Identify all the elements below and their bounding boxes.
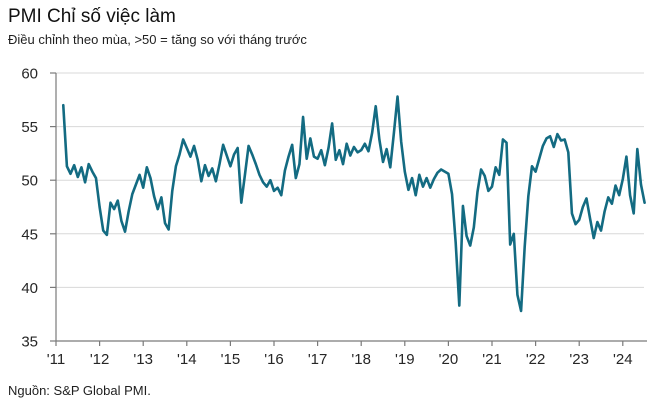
y-tick-label: 50	[21, 173, 38, 190]
chart-title: PMI Chỉ số việc làm	[8, 6, 176, 27]
chart-subtitle: Điều chỉnh theo mùa, >50 = tăng so với t…	[8, 32, 307, 47]
x-tick-label: '24	[613, 351, 633, 368]
y-tick-label: 55	[21, 119, 38, 136]
x-tick-label: '20	[439, 351, 459, 368]
x-tick-label: '13	[133, 351, 153, 368]
x-tick-label: '14	[177, 351, 197, 368]
x-tick-label: '15	[221, 351, 241, 368]
y-tick-label: 35	[21, 334, 38, 351]
x-tick-label: '16	[264, 351, 284, 368]
y-tick-label: 45	[21, 226, 38, 243]
y-tick-label: 60	[21, 66, 38, 83]
x-tick-label: '11	[47, 351, 65, 368]
x-tick-label: '18	[351, 351, 371, 368]
pmi-series-line	[61, 95, 646, 313]
x-tick-label: '19	[395, 351, 415, 368]
x-tick-label: '22	[526, 351, 546, 368]
source-note: Nguồn: S&P Global PMI.	[8, 383, 151, 398]
y-tick-label: 40	[21, 280, 38, 297]
x-tick-label: '23	[569, 351, 589, 368]
x-tick-label: '12	[90, 351, 110, 368]
x-tick-label: '21	[482, 351, 502, 368]
x-tick-label: '17	[308, 351, 328, 368]
